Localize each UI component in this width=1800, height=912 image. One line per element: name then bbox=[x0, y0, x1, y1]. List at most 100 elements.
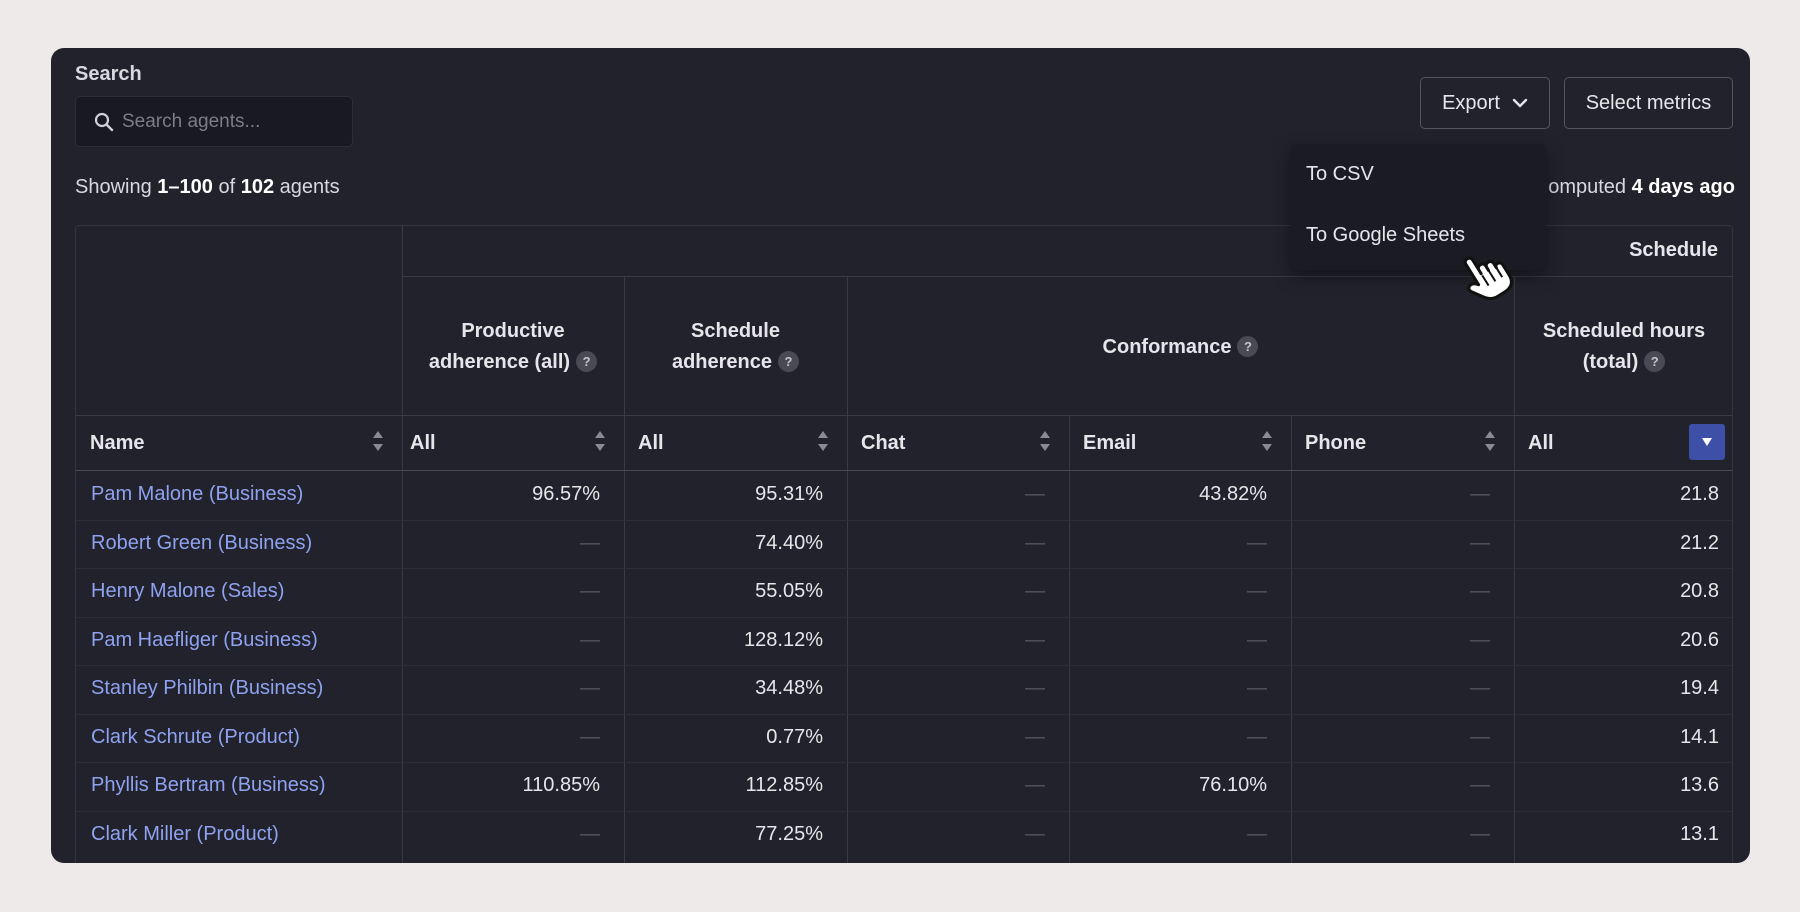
table-row: Pam Malone (Business) 96.57% 95.31% — 43.82%… bbox=[76, 471, 1732, 519]
column-header-chat[interactable]: Chat bbox=[847, 416, 1069, 470]
cell-sched: 77.25% bbox=[755, 822, 823, 845]
results-count: Showing 1–100 of 102 agents bbox=[75, 176, 340, 198]
cell-chat: — bbox=[1025, 580, 1045, 602]
cell-hours: 21.2 bbox=[1680, 531, 1719, 554]
column-header-phone[interactable]: Phone bbox=[1291, 416, 1514, 470]
search-icon bbox=[94, 112, 114, 131]
select-metrics-button[interactable]: Select metrics bbox=[1564, 77, 1733, 129]
cell-email: — bbox=[1247, 531, 1267, 554]
cell-sched: 112.85% bbox=[745, 774, 823, 796]
agent-name-link[interactable]: Stanley Philbin (Business) bbox=[91, 677, 324, 699]
agent-name-link[interactable]: Pam Haefliger (Business) bbox=[91, 628, 318, 651]
column-header-productive-all[interactable]: All bbox=[402, 416, 624, 470]
cell-prod: — bbox=[580, 580, 600, 602]
agent-name-link[interactable]: Phyllis Bertram (Business) bbox=[91, 774, 326, 796]
cell-chat: — bbox=[1025, 628, 1045, 651]
cell-email: — bbox=[1247, 725, 1267, 748]
cell-phone: — bbox=[1470, 677, 1490, 699]
cell-hours: 21.8 bbox=[1680, 483, 1719, 505]
cell-prod: 110.85% bbox=[522, 774, 600, 796]
cell-phone: — bbox=[1470, 531, 1490, 554]
table-row: Robert Green (Business) — 74.40% — — — 21.2 bbox=[76, 519, 1732, 568]
agents-table: Schedule Productive adherence (all)? Sch… bbox=[75, 225, 1733, 863]
agents-metrics-panel: Search Showing 1–100 of 102 agents omput… bbox=[51, 48, 1750, 863]
last-computed-text: omputed 4 days ago bbox=[1548, 176, 1735, 198]
sort-icon bbox=[373, 431, 383, 451]
column-header-hours-all[interactable]: All bbox=[1514, 416, 1732, 470]
cell-email: — bbox=[1247, 822, 1267, 845]
scheduled-hours-header: Scheduled hours (total)? bbox=[1542, 320, 1706, 373]
sort-icon bbox=[595, 431, 605, 451]
search-label: Search bbox=[75, 63, 142, 85]
cell-phone: — bbox=[1470, 774, 1490, 796]
sort-icon bbox=[1262, 431, 1272, 451]
cell-email: — bbox=[1247, 580, 1267, 602]
cell-hours: 20.8 bbox=[1680, 580, 1719, 602]
hand-cursor-icon bbox=[1463, 256, 1513, 300]
table-row: Stanley Philbin (Business) — 34.48% — — — 19.4 bbox=[76, 665, 1732, 713]
cell-chat: — bbox=[1025, 774, 1045, 796]
schedule-group-header: Schedule bbox=[1629, 239, 1718, 261]
agent-name-link[interactable]: Clark Schrute (Product) bbox=[91, 725, 300, 748]
cell-hours: 20.6 bbox=[1680, 628, 1719, 651]
cell-prod: — bbox=[580, 677, 600, 699]
help-icon[interactable]: ? bbox=[1644, 351, 1666, 372]
sort-icon bbox=[1040, 431, 1050, 451]
cell-chat: — bbox=[1025, 725, 1045, 748]
help-icon[interactable]: ? bbox=[778, 351, 800, 372]
sort-descending-icon[interactable] bbox=[1689, 424, 1725, 460]
column-header-schedule-all[interactable]: All bbox=[624, 416, 847, 470]
search-box[interactable] bbox=[75, 96, 353, 147]
cell-email: — bbox=[1247, 628, 1267, 651]
conformance-header: Conformance? bbox=[847, 332, 1514, 363]
agent-name-link[interactable]: Pam Malone (Business) bbox=[91, 483, 304, 505]
cell-email: — bbox=[1247, 677, 1267, 699]
table-row: Pam Haefliger (Business) — 128.12% — — — 20.6 bbox=[76, 616, 1732, 665]
menu-item-to-google-sheets[interactable]: To Google Sheets bbox=[1306, 224, 1465, 246]
help-icon[interactable]: ? bbox=[1237, 336, 1259, 357]
cell-chat: — bbox=[1025, 483, 1045, 505]
export-menu: To CSV To Google Sheets bbox=[1291, 144, 1546, 270]
cell-prod: — bbox=[580, 628, 600, 651]
agent-name-link[interactable]: Clark Miller (Product) bbox=[91, 822, 279, 845]
export-button-label: Export bbox=[1442, 91, 1500, 114]
cell-prod: — bbox=[580, 822, 600, 845]
column-header-name[interactable]: Name bbox=[76, 416, 402, 470]
cell-chat: — bbox=[1025, 531, 1045, 554]
cell-prod: — bbox=[580, 725, 600, 748]
agent-name-link[interactable]: Robert Green (Business) bbox=[91, 531, 313, 554]
agent-name-link[interactable]: Henry Malone (Sales) bbox=[91, 580, 285, 602]
cell-sched: 55.05% bbox=[755, 580, 823, 602]
cell-phone: — bbox=[1470, 580, 1490, 602]
table-row: Henry Malone (Sales) — 55.05% — — — 20.8 bbox=[76, 568, 1732, 616]
cell-prod: — bbox=[580, 531, 600, 554]
table-row: Clark Schrute (Product) — 0.77% — — — 14.1 bbox=[76, 713, 1732, 762]
search-input[interactable] bbox=[122, 110, 332, 133]
cell-hours: 13.6 bbox=[1680, 774, 1719, 796]
cell-email: 76.10% bbox=[1199, 774, 1267, 796]
help-icon[interactable]: ? bbox=[576, 351, 598, 372]
cell-sched: 0.77% bbox=[766, 725, 823, 748]
cell-sched: 74.40% bbox=[755, 531, 823, 554]
cell-prod: 96.57% bbox=[532, 483, 600, 505]
cell-sched: 34.48% bbox=[755, 677, 823, 699]
cell-phone: — bbox=[1470, 628, 1490, 651]
table-row: Phyllis Bertram (Business) 110.85% 112.85%… bbox=[76, 762, 1732, 810]
cell-phone: — bbox=[1470, 725, 1490, 748]
cell-hours: 19.4 bbox=[1680, 677, 1719, 699]
schedule-adherence-header: Schedule adherence? bbox=[624, 316, 847, 378]
cell-chat: — bbox=[1025, 822, 1045, 845]
column-header-email[interactable]: Email bbox=[1069, 416, 1291, 470]
productive-adherence-header: Productive adherence (all)? bbox=[402, 316, 624, 378]
table-row: Clark Miller (Product) — 77.25% — — — 13.1 bbox=[76, 810, 1732, 859]
cell-phone: — bbox=[1470, 483, 1490, 505]
cell-hours: 13.1 bbox=[1680, 822, 1719, 845]
export-button[interactable]: Export bbox=[1420, 77, 1550, 129]
sort-icon bbox=[818, 431, 828, 451]
cell-email: 43.82% bbox=[1199, 483, 1267, 505]
cell-sched: 128.12% bbox=[744, 628, 823, 651]
sort-icon bbox=[1485, 431, 1495, 451]
menu-item-to-csv[interactable]: To CSV bbox=[1306, 163, 1374, 185]
cell-chat: — bbox=[1025, 677, 1045, 699]
cell-phone: — bbox=[1470, 822, 1490, 845]
